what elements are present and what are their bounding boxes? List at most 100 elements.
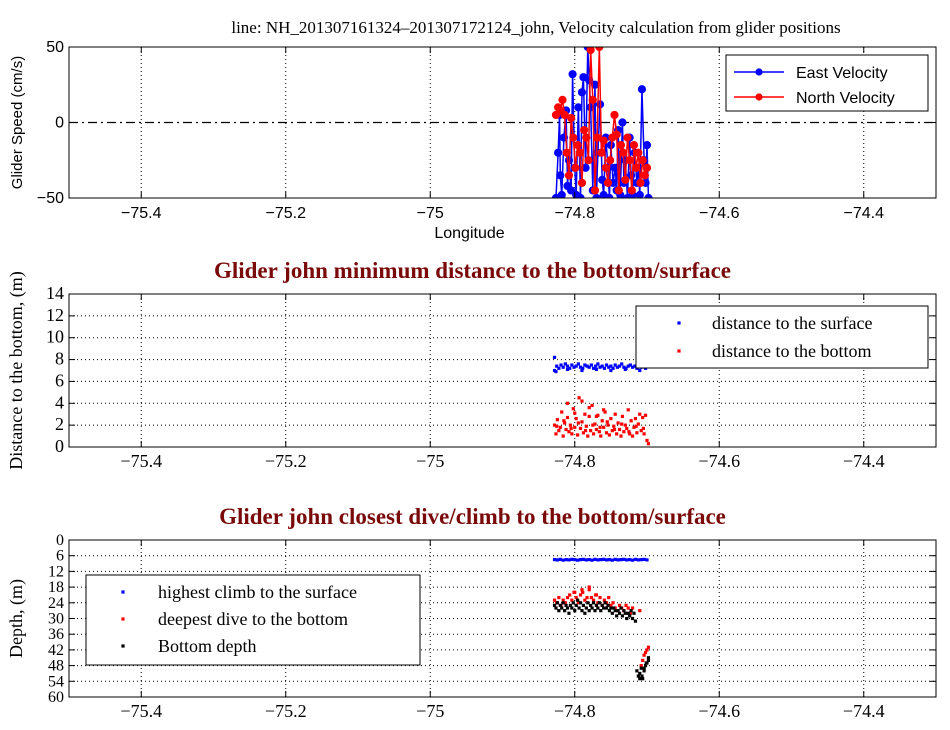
data-point-bottom-depth (564, 603, 568, 608)
data-point-bottom-depth (577, 606, 581, 610)
data-point-bottom-depth (620, 614, 625, 618)
data-point-distance-to-the-surface (604, 363, 609, 367)
data-point-distance-to-the-bottom (564, 427, 568, 432)
data-point-bottom-depth (586, 601, 590, 605)
data-point-distance-to-the-surface (581, 366, 585, 370)
data-point-deepest-dive-to-the-bottom (639, 664, 643, 668)
y-tick-label: 24 (48, 595, 64, 612)
data-point-bottom-depth (591, 601, 596, 605)
legend-label-east-velocity: East Velocity (796, 65, 888, 82)
data-point-distance-to-the-surface (620, 362, 624, 366)
data-layer (552, 557, 651, 681)
data-point-deepest-dive-to-the-bottom (587, 588, 591, 592)
data-point-distance-to-the-bottom (625, 426, 629, 431)
data-point-distance-to-the-bottom (590, 403, 594, 408)
data-point-distance-to-the-bottom (612, 424, 616, 428)
data-point-north-velocity (642, 163, 652, 172)
data-point-distance-to-the-bottom (633, 416, 638, 421)
y-tick-label: 8 (55, 349, 64, 369)
data-point-distance-to-the-bottom (568, 423, 573, 427)
data-point-deepest-dive-to-the-bottom (552, 598, 557, 602)
data-point-distance-to-the-bottom (574, 416, 578, 421)
data-point-distance-to-the-surface (580, 368, 584, 373)
data-point-deepest-dive-to-the-bottom (630, 606, 635, 610)
data-point-distance-to-the-surface (574, 364, 578, 368)
data-point-highest-climb-to-the-surface (645, 558, 649, 562)
data-point-distance-to-the-surface (565, 364, 570, 368)
y-tick-label: 6 (55, 370, 64, 390)
legend-box (635, 305, 929, 369)
data-point-distance-to-the-bottom (581, 431, 586, 435)
data-point-north-velocity (612, 130, 621, 139)
data-point-distance-to-the-surface (598, 365, 602, 369)
data-point-highest-climb-to-the-surface (628, 558, 632, 562)
data-point-distance-to-the-bottom (646, 442, 651, 446)
data-point-north-velocity (621, 175, 630, 184)
data-point-distance-to-the-surface (552, 355, 557, 359)
legend-label-distance-to-the-bottom: distance to the bottom (712, 341, 871, 361)
data-point-deepest-dive-to-the-bottom (607, 595, 611, 600)
data-point-bottom-depth (567, 611, 571, 615)
data-point-highest-climb-to-the-surface (558, 557, 562, 561)
data-point-highest-climb-to-the-surface (630, 558, 635, 562)
data-point-bottom-depth (590, 606, 594, 610)
data-point-bottom-depth (635, 669, 639, 673)
data-point-distance-to-the-bottom (615, 432, 619, 436)
data-point-highest-climb-to-the-surface (593, 557, 597, 561)
x-tick-label: −75.4 (121, 205, 162, 222)
legend-box (725, 54, 929, 112)
data-point-highest-climb-to-the-surface (622, 557, 626, 561)
data-point-bottom-depth (629, 609, 633, 613)
data-point-distance-to-the-bottom (643, 413, 648, 417)
data-point-distance-to-the-bottom (612, 427, 617, 432)
data-point-distance-to-the-bottom (552, 423, 557, 427)
data-point-bottom-depth (604, 606, 609, 610)
data-point-bottom-depth (557, 609, 561, 613)
data-point-distance-to-the-bottom (639, 429, 643, 433)
data-point-bottom-depth (581, 603, 586, 608)
data-point-distance-to-the-surface (594, 364, 598, 368)
data-point-deepest-dive-to-the-bottom (645, 648, 649, 652)
data-point-bottom-depth (616, 609, 620, 613)
data-point-distance-to-the-bottom (577, 396, 581, 400)
legend-label-distance-to-the-surface: distance to the surface (712, 313, 872, 333)
data-point-north-velocity (571, 163, 580, 172)
data-point-distance-to-the-bottom (560, 410, 564, 414)
data-point-distance-to-the-surface (591, 366, 596, 370)
data-point-deepest-dive-to-the-bottom (628, 611, 632, 615)
data-point-deepest-dive-to-the-bottom (602, 598, 606, 602)
data-point-east-velocity (642, 141, 652, 150)
data-point-distance-to-the-surface (589, 363, 593, 367)
data-point-north-velocity (606, 156, 615, 165)
data-point-distance-to-the-bottom (555, 418, 560, 422)
data-point-bottom-depth (610, 611, 614, 615)
data-point-distance-to-the-bottom (635, 431, 639, 435)
data-point-distance-to-the-surface (622, 365, 626, 369)
data-point-distance-to-the-bottom (600, 419, 604, 423)
data-point-distance-to-the-bottom (583, 429, 588, 433)
legend-label-deepest-dive-to-the-bottom: deepest dive to the bottom (158, 609, 348, 629)
x-tick-label: −74.4 (843, 701, 885, 721)
data-point-bottom-depth (643, 664, 648, 668)
data-point-distance-to-the-bottom (576, 433, 580, 437)
data-point-east-velocity (611, 163, 620, 172)
y-tick-label: 54 (48, 673, 64, 690)
data-point-north-velocity (640, 171, 649, 180)
data-point-distance-to-the-surface (583, 363, 587, 367)
data-point-east-velocity (574, 103, 583, 112)
data-point-bottom-depth (636, 674, 640, 678)
data-point-north-velocity (564, 171, 574, 180)
y-tick-label: 0 (55, 436, 64, 456)
data-point-bottom-depth (597, 601, 601, 605)
data-point-highest-climb-to-the-surface (625, 558, 629, 562)
data-point-deepest-dive-to-the-bottom (585, 595, 589, 600)
data-point-bottom-depth (626, 611, 630, 615)
data-point-deepest-dive-to-the-bottom (576, 601, 580, 605)
data-point-highest-climb-to-the-surface (567, 558, 571, 562)
data-point-highest-climb-to-the-surface (639, 558, 643, 562)
data-point-deepest-dive-to-the-bottom (557, 595, 561, 600)
data-point-distance-to-the-bottom (584, 424, 588, 428)
data-point-highest-climb-to-the-surface (607, 558, 612, 562)
data-point-deepest-dive-to-the-bottom (646, 645, 651, 649)
data-point-bottom-depth (561, 601, 565, 605)
